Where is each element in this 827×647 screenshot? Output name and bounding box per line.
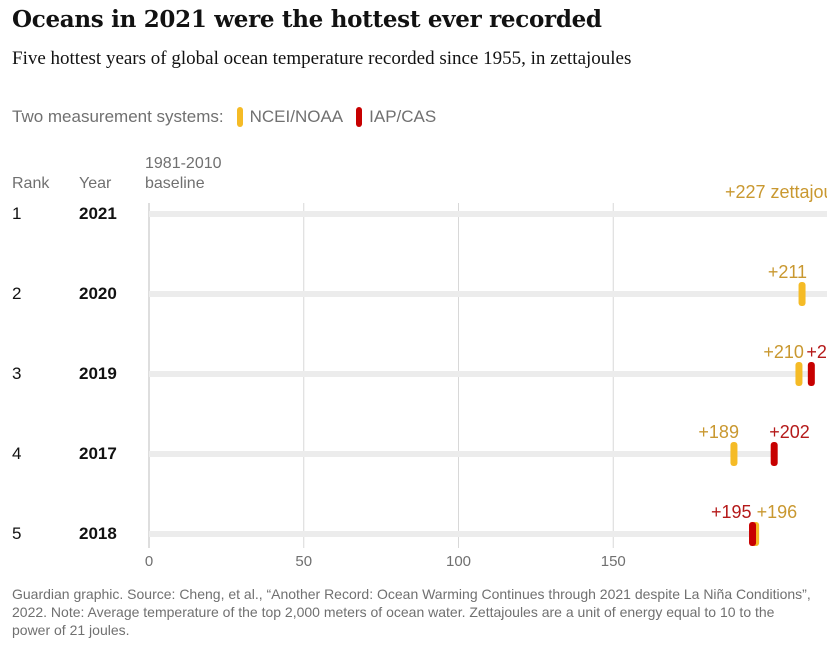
year-label: 2018 <box>79 524 117 543</box>
value-label-iap: +202 <box>769 422 810 442</box>
rank-label: 4 <box>12 444 21 463</box>
legend-item-ncei: NCEI/NOAA <box>249 107 344 126</box>
header-year: Year <box>79 175 112 192</box>
marker-iap <box>807 362 815 386</box>
value-label-ncei: +211 <box>768 262 807 282</box>
value-label-ncei: +196 <box>757 502 798 522</box>
value-label-ncei: +227 zettajoules <box>725 182 827 202</box>
x-tick-label: 50 <box>295 553 312 570</box>
value-label-ncei: +210 <box>763 342 804 362</box>
x-tick-label: 0 <box>145 553 153 570</box>
legend: Two measurement systems: NCEI/NOAA IAP/C… <box>12 107 436 127</box>
marker-ncei <box>798 282 806 306</box>
source-note: Guardian graphic. Source: Cheng, et al.,… <box>12 586 811 638</box>
legend-swatch-ncei <box>236 107 243 127</box>
marker-iap <box>749 522 757 546</box>
value-label-iap: +195 <box>711 502 752 522</box>
header-rank: Rank <box>12 175 50 192</box>
marker-iap <box>770 442 778 466</box>
year-label: 2021 <box>79 204 117 223</box>
year-label: 2020 <box>79 284 117 303</box>
rank-label: 1 <box>12 204 21 223</box>
chart-title: Oceans in 2021 were the hottest ever rec… <box>12 6 602 33</box>
year-label: 2019 <box>79 364 117 383</box>
legend-label: Two measurement systems: <box>12 107 224 126</box>
header-baseline: 1981-2010 baseline <box>145 155 222 192</box>
value-label-iap: +214 <box>806 342 827 362</box>
x-tick-label: 100 <box>446 553 471 570</box>
marker-ncei <box>795 362 803 386</box>
x-tick-label: 150 <box>601 553 626 570</box>
marker-ncei <box>730 442 738 466</box>
rank-label: 5 <box>12 524 21 543</box>
rank-label: 2 <box>12 284 21 303</box>
value-label-ncei: +189 <box>698 422 739 442</box>
year-label: 2017 <box>79 444 117 463</box>
chart-plot: Rank Year 1981-2010 baseline 0 50 100 150 1 2021 +… <box>12 155 827 570</box>
chart-subtitle: Five hottest years of global ocean tempe… <box>12 48 632 69</box>
rank-label: 3 <box>12 364 21 383</box>
legend-item-iap: IAP/CAS <box>369 107 437 126</box>
legend-swatch-iap <box>356 107 363 127</box>
